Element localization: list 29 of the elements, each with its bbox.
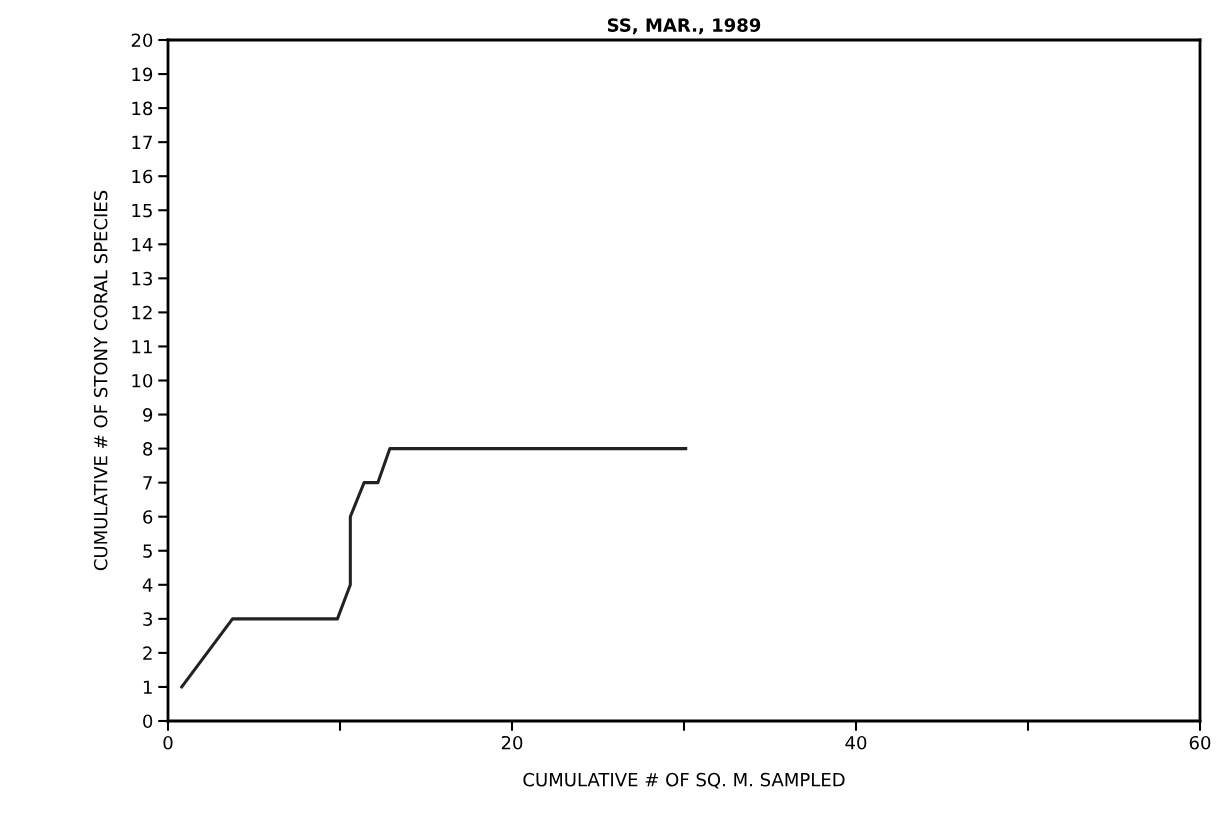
y-tick-label: 17 — [132, 135, 152, 150]
x-tick-label: 60 — [1189, 735, 1211, 750]
y-tick-label: 4 — [142, 578, 153, 592]
y-tick-label: 20 — [131, 33, 153, 48]
y-tick-label: 14 — [132, 238, 153, 252]
y-tick-label: 6 — [143, 510, 153, 524]
x-tick-label: 20 — [501, 735, 523, 750]
y-tick-label: 11 — [132, 340, 152, 354]
y-axis-title: CUMULATIVE # OF STONY CORAL SPECIES — [93, 190, 108, 571]
y-tick-label: 9 — [143, 408, 153, 422]
y-tick-label: 8 — [143, 442, 153, 456]
chart-title: SS, MAR., 1989 — [607, 18, 761, 35]
line-series — [180, 447, 688, 689]
y-tick-label: 16 — [132, 169, 153, 184]
y-tick-label: 12 — [132, 305, 152, 320]
x-tick-label: 40 — [845, 735, 867, 750]
y-tick-label: 19 — [132, 67, 153, 82]
y-tick-label: 18 — [132, 101, 153, 116]
y-tick-label: 0 — [143, 714, 153, 729]
y-tick-label: 10 — [132, 373, 153, 388]
y-tick-label: 13 — [132, 271, 152, 286]
y-tick-label: 2 — [143, 646, 152, 660]
y-tick-label: 5 — [143, 544, 152, 558]
y-tick-label: 15 — [132, 203, 152, 218]
y-tick-label: 1 — [143, 680, 152, 694]
x-axis-title: CUMULATIVE # OF SQ. M. SAMPLED — [523, 772, 845, 789]
y-tick-label: 7 — [143, 476, 152, 490]
x-tick-label: 0 — [163, 735, 173, 750]
y-tick-label: 3 — [143, 612, 152, 626]
